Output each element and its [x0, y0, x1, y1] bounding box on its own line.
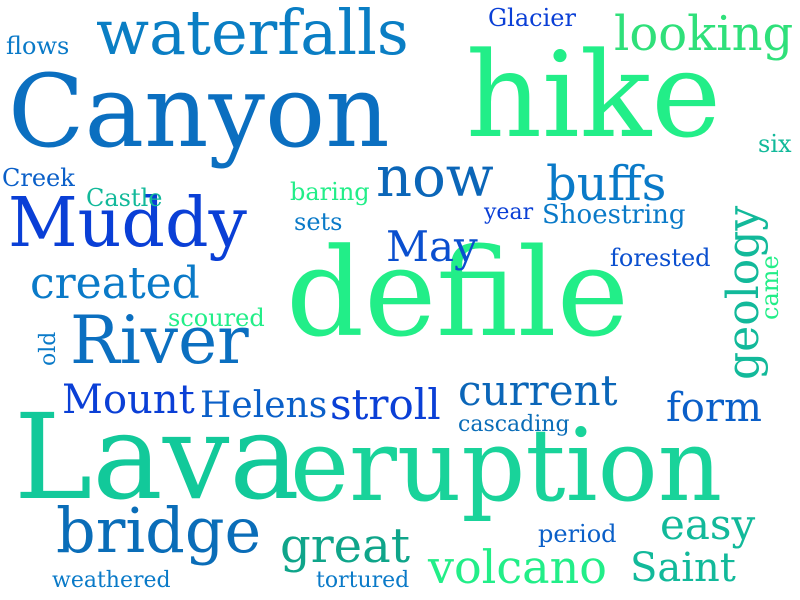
- word-baring: baring: [290, 178, 370, 206]
- word-form: form: [666, 385, 762, 431]
- word-castle: Castle: [86, 184, 163, 212]
- word-tortured: tortured: [316, 568, 410, 593]
- word-buffs: buffs: [546, 156, 667, 212]
- word-mount: Mount: [62, 377, 195, 423]
- word-muddy: Muddy: [8, 184, 247, 263]
- word-forested: forested: [610, 244, 711, 272]
- word-lava: Lava: [14, 388, 300, 526]
- word-saint: Saint: [630, 545, 736, 591]
- word-sets: sets: [294, 208, 343, 236]
- word-looking: looking: [614, 6, 794, 62]
- word-easy: easy: [660, 500, 756, 549]
- word-weathered: weathered: [52, 568, 171, 593]
- word-bridge: bridge: [56, 494, 262, 567]
- word-canyon: Canyon: [8, 53, 390, 170]
- word-volcano: volcano: [428, 540, 607, 594]
- word-current: current: [458, 366, 618, 415]
- word-period: period: [538, 520, 617, 548]
- word-river: River: [70, 302, 249, 379]
- word-great: great: [280, 518, 410, 574]
- word-shoestring: Shoestring: [542, 200, 686, 230]
- word-waterfalls: waterfalls: [96, 0, 409, 69]
- word-helens: Helens: [200, 385, 328, 426]
- word-now: now: [376, 145, 494, 210]
- word-glacier: Glacier: [488, 4, 576, 32]
- word-scoured: scoured: [168, 304, 265, 332]
- word-came: came: [756, 255, 784, 320]
- word-eruption: eruption: [290, 407, 723, 524]
- word-six: six: [758, 130, 792, 158]
- word-creek: Creek: [2, 164, 75, 192]
- word-stroll: stroll: [330, 380, 441, 429]
- word-created: created: [30, 258, 200, 309]
- word-defile: defile: [286, 222, 629, 364]
- word-flows: flows: [6, 32, 70, 60]
- word-year: year: [484, 200, 534, 225]
- word-cascading: cascading: [458, 412, 570, 437]
- word-old: old: [36, 331, 61, 366]
- word-may: May: [386, 222, 478, 271]
- word-hike: hike: [466, 26, 722, 164]
